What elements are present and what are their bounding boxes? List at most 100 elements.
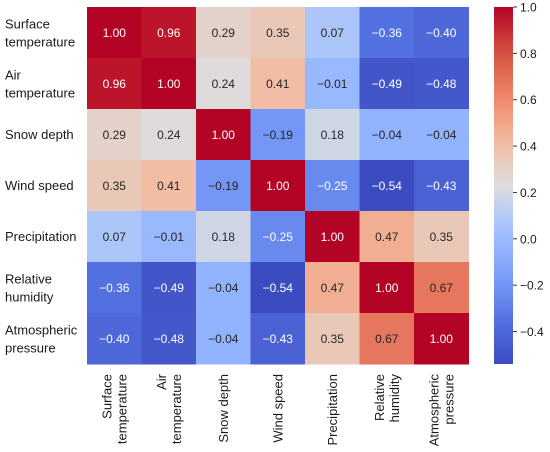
row-label: Relative humidity <box>5 272 54 305</box>
heatmap-cell-r6-c4 <box>305 313 360 365</box>
cell-value-label: 0.07 <box>321 26 345 40</box>
cell-value-label: 0.18 <box>212 230 236 244</box>
cell-value-label: 1.00 <box>375 281 399 295</box>
colorbar-tick-label: 0.6 <box>520 93 537 107</box>
heatmap-cell-r5-c2 <box>196 262 251 314</box>
heatmap-cell-r0-c1 <box>141 7 197 59</box>
heatmap-cell-r0-c3 <box>250 7 306 59</box>
cell-value-label: 1.00 <box>212 128 236 142</box>
row-label: Snow depth <box>5 127 74 142</box>
heatmap-cell-r5-c3 <box>250 262 306 314</box>
heatmap-cell-r4-c5 <box>359 211 415 263</box>
cell-value-label: −0.04 <box>208 281 239 295</box>
heatmap-cell-r4-c2 <box>196 211 251 263</box>
cell-value-label: 0.24 <box>157 128 181 142</box>
cell-value-label: 0.96 <box>103 77 127 91</box>
cell-value-label: 1.00 <box>266 179 290 193</box>
cell-value-label: 0.24 <box>212 77 236 91</box>
heatmap-cell-r5-c6 <box>414 262 469 314</box>
cell-value-label: −0.49 <box>372 77 403 91</box>
column-labels: Surfacetemperature Airtemperature Snow dep… <box>99 373 456 446</box>
heatmap-cell-r3-c2 <box>196 160 251 212</box>
cell-value-label: −0.04 <box>208 332 239 346</box>
cell-value-label: 0.35 <box>266 26 290 40</box>
colorbar-tick-label: −0.4 <box>520 325 544 339</box>
heatmap-cell-r2-c2 <box>196 109 251 161</box>
colorbar-gradient <box>494 7 513 364</box>
cell-value-label: 0.67 <box>430 281 454 295</box>
heatmap-cell-r0-c5 <box>359 7 415 59</box>
column-label: Atmosphericpressure <box>426 374 456 447</box>
heatmap-cell-r3-c6 <box>414 160 469 212</box>
cell-value-label: 0.29 <box>212 26 236 40</box>
cell-value-label: −0.54 <box>372 179 403 193</box>
heatmap-cell-r3-c5 <box>359 160 415 212</box>
heatmap-cell-r2-c0 <box>87 109 142 161</box>
heatmap-cell-r2-c3 <box>250 109 306 161</box>
cell-value-label: −0.36 <box>99 281 130 295</box>
heatmap-cell-r6-c3 <box>250 313 306 365</box>
row-label: Air temperature <box>5 68 75 101</box>
column-label: Wind speed <box>270 374 285 443</box>
cell-value-label: −0.04 <box>372 128 403 142</box>
cell-value-label: 1.00 <box>430 332 454 346</box>
cell-value-label: −0.25 <box>317 179 348 193</box>
heatmap-cell-r4-c6 <box>414 211 469 263</box>
heatmap-cell-r1-c4 <box>305 58 360 110</box>
cell-value-label: 1.00 <box>103 26 127 40</box>
heatmap-cell-r1-c6 <box>414 58 469 110</box>
heatmap-cell-r1-c0 <box>87 58 142 110</box>
cell-value-label: −0.25 <box>263 230 294 244</box>
heatmap-cell-r3-c1 <box>141 160 197 212</box>
heatmap-cell-r0-c6 <box>414 7 469 59</box>
heatmap-cell-r2-c4 <box>305 109 360 161</box>
heatmap-cell-r4-c1 <box>141 211 197 263</box>
colorbar-tick-label: 0.2 <box>520 186 537 200</box>
heatmap-cell-r3-c4 <box>305 160 360 212</box>
heatmap-cells <box>87 7 469 365</box>
cell-value-label: 0.47 <box>321 281 345 295</box>
column-label: Surfacetemperature <box>99 374 129 444</box>
heatmap-cell-r2-c5 <box>359 109 415 161</box>
cell-value-label: −0.40 <box>426 26 457 40</box>
cell-value-label: 0.35 <box>103 179 127 193</box>
heatmap-cell-r1-c2 <box>196 58 251 110</box>
heatmap-cell-r5-c1 <box>141 262 197 314</box>
colorbar-tick-label: 0.4 <box>520 140 537 154</box>
column-label: Snow depth <box>216 374 231 443</box>
heatmap-cell-r1-c5 <box>359 58 415 110</box>
cell-value-label: 0.35 <box>430 230 454 244</box>
heatmap-cell-r0-c2 <box>196 7 251 59</box>
row-label: Atmospheric pressure <box>5 323 78 356</box>
column-label: Airtemperature <box>154 373 184 444</box>
cell-value-label: 0.41 <box>157 179 181 193</box>
heatmap-cell-r2-c1 <box>141 109 197 161</box>
heatmap-cell-r3-c3 <box>250 160 306 212</box>
cell-value-label: 0.47 <box>375 230 399 244</box>
cell-value-label: −0.43 <box>426 179 457 193</box>
column-label: Relativehumidity <box>372 374 402 423</box>
row-label: Precipitation <box>5 229 77 244</box>
colorbar-tick-label: 1.0 <box>520 1 537 15</box>
heatmap-cell-r5-c4 <box>305 262 360 314</box>
cell-value-label: 0.07 <box>103 230 127 244</box>
heatmap-cell-r6-c1 <box>141 313 197 365</box>
heatmap-cell-r4-c3 <box>250 211 306 263</box>
cell-value-label: −0.01 <box>317 77 348 91</box>
heatmap-cell-r6-c0 <box>87 313 142 365</box>
heatmap-cell-r5-c5 <box>359 262 415 314</box>
heatmap-cell-r1-c1 <box>141 58 197 110</box>
cell-value-label: 1.00 <box>157 77 181 91</box>
cell-value-label: −0.04 <box>426 128 457 142</box>
cell-value-label: 0.29 <box>103 128 127 142</box>
cell-value-label: −0.49 <box>154 281 185 295</box>
cell-value-label: 0.18 <box>321 128 345 142</box>
cell-value-label: −0.40 <box>99 332 130 346</box>
heatmap-cell-r4-c4 <box>305 211 360 263</box>
cell-value-label: −0.01 <box>154 230 185 244</box>
colorbar-tick-label: 0.8 <box>520 47 537 61</box>
heatmap-cell-r6-c6 <box>414 313 469 365</box>
cell-value-label: −0.19 <box>263 128 294 142</box>
cell-value-label: 1.00 <box>321 230 345 244</box>
